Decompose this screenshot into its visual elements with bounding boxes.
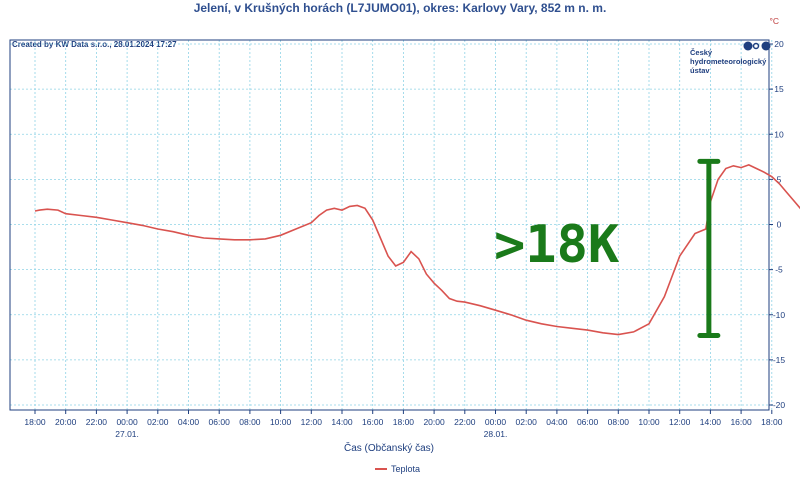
y-tick-label: -20 [773, 400, 786, 410]
x-tick-label: 02:00 [516, 417, 538, 427]
y-tick-label: 20 [774, 39, 784, 49]
annotation: >18K [494, 158, 721, 339]
y-tick-label: 5 [777, 174, 782, 184]
legend-label: Teplota [391, 464, 420, 474]
x-axis: 18:00 20:00 22:00 00:00 02:00 04:00 06:00 08:00… [24, 410, 783, 439]
x-tick-label: 06:00 [209, 417, 231, 427]
date-label: 28.01. [484, 429, 508, 439]
x-tick-label: 14:00 [331, 417, 353, 427]
logo-ring-icon [752, 42, 760, 50]
x-tick-label: 14:00 [700, 417, 722, 427]
annotation-bracket [697, 158, 721, 339]
x-tick-label: 16:00 [362, 417, 384, 427]
y-axis: -20 -15 -10 -5 0 5 10 15 20 [769, 39, 785, 410]
x-tick-label: 00:00 [116, 417, 138, 427]
x-tick-label: 12:00 [669, 417, 691, 427]
x-tick-label: 08:00 [608, 417, 630, 427]
y-tick-label: -5 [775, 265, 783, 275]
x-tick-label: 02:00 [147, 417, 169, 427]
series-line-teplota [34, 164, 800, 336]
date-label: 27.01. [115, 429, 139, 439]
x-tick-label: 10:00 [270, 417, 292, 427]
annotation-text: >18K [494, 215, 620, 275]
grid [10, 40, 773, 410]
logo-dot-icon [761, 41, 771, 51]
logo-line: Český [690, 48, 713, 57]
x-tick-label: 08:00 [239, 417, 261, 427]
y-axis-unit: °C [769, 16, 779, 26]
x-tick-label: 06:00 [577, 417, 599, 427]
x-tick-label: 00:00 [485, 417, 507, 427]
plot-frame [9, 39, 770, 411]
x-tick-label: 20:00 [423, 417, 445, 427]
chart-title: Jelení, v Krušných horách (L7JUMO01), ok… [194, 1, 607, 15]
y-tick-label: -10 [773, 310, 786, 320]
chmi-logo: Český hydrometeorologický ústav [690, 41, 771, 75]
x-tick-label: 22:00 [86, 417, 108, 427]
x-tick-label: 16:00 [730, 417, 752, 427]
y-tick-label: 10 [774, 129, 784, 139]
x-tick-label: 20:00 [55, 417, 77, 427]
logo-dot-icon [743, 41, 753, 51]
x-tick-label: 18:00 [761, 417, 783, 427]
x-tick-label: 18:00 [393, 417, 415, 427]
x-tick-label: 04:00 [546, 417, 568, 427]
y-tick-label: -15 [773, 355, 786, 365]
logo-line: ústav [690, 66, 710, 75]
y-tick-label: 15 [774, 84, 784, 94]
x-tick-label: 12:00 [301, 417, 323, 427]
x-axis-label: Čas (Občanský čas) [344, 441, 434, 454]
x-tick-label: 10:00 [638, 417, 660, 427]
chart-credit: Created by KW Data s.r.o., 28.01.2024 17… [12, 40, 177, 49]
y-tick-label: 0 [777, 220, 782, 230]
x-tick-label: 04:00 [178, 417, 200, 427]
x-tick-label: 18:00 [24, 417, 46, 427]
logo-line: hydrometeorologický [690, 57, 767, 66]
x-tick-label: 22:00 [454, 417, 476, 427]
